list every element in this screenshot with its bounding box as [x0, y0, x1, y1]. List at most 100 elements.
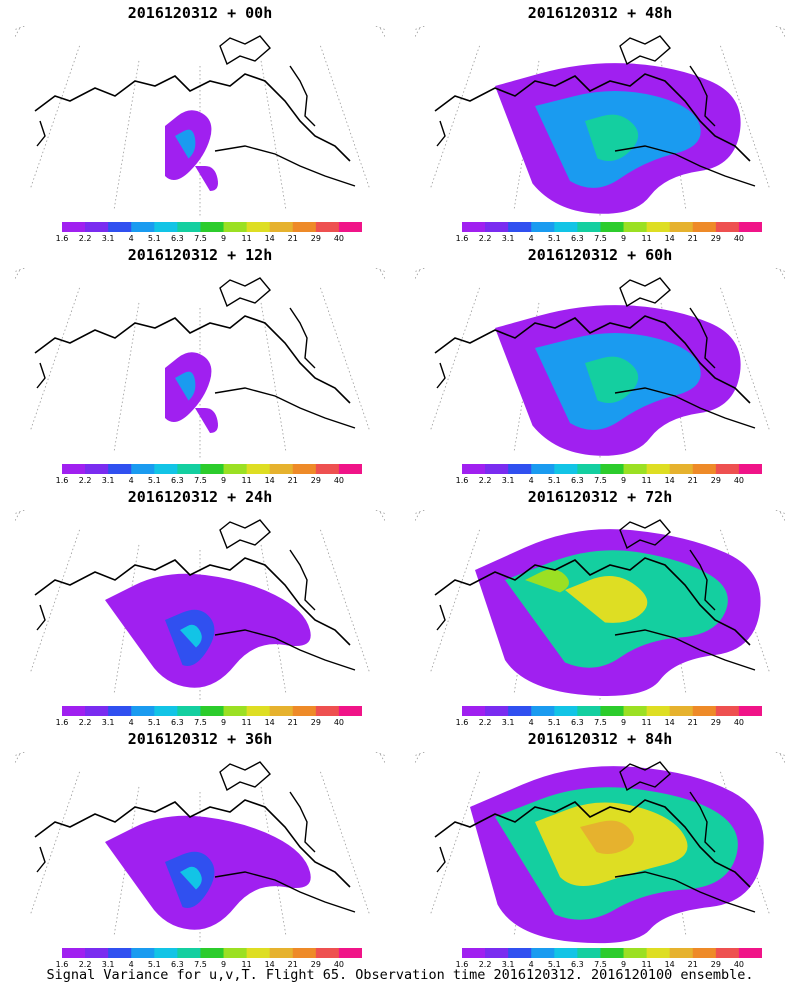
colorbar-swatch — [508, 222, 532, 232]
coastline — [436, 846, 446, 873]
graticule-parallel — [415, 26, 785, 35]
colorbar — [62, 222, 362, 232]
colorbar-ticks: 1.6 2.2 3.1 4 5.1 6.3 7.5 9 11 14 21 29 40 — [456, 718, 762, 728]
colorbar-swatch — [108, 948, 132, 958]
coastline — [214, 387, 356, 429]
colorbar-tick-label: 6.3 — [171, 234, 184, 243]
colorbar-ticks: 1.6 2.2 3.1 4 5.1 6.3 7.5 9 11 14 21 29 40 — [56, 960, 362, 970]
colorbar-swatch — [623, 464, 648, 474]
colorbar-swatch — [223, 948, 248, 958]
colorbar-tick-label: 29 — [310, 234, 321, 243]
colorbar-swatch — [669, 222, 694, 232]
coastline-islands — [219, 35, 271, 66]
graticule-meridian — [260, 60, 287, 209]
colorbar-swatch — [108, 464, 132, 474]
colorbar-tick-label: 14 — [664, 718, 675, 727]
colorbar — [462, 706, 762, 716]
colorbar-tick-label: 11 — [641, 718, 652, 727]
colorbar-tick-label: 6.3 — [171, 960, 184, 969]
coastline — [289, 549, 316, 611]
colorbar-tick-label: 1.6 — [455, 234, 469, 243]
colorbar-swatch — [646, 464, 671, 474]
colorbar-tick-label: 2.2 — [478, 960, 492, 969]
colorbar-tick-label: 40 — [733, 718, 745, 727]
coastline-islands — [619, 761, 671, 792]
graticule-parallel — [15, 752, 385, 784]
graticule-meridian — [415, 26, 422, 38]
graticule-meridian — [415, 268, 422, 280]
colorbar-tick-label: 5.1 — [147, 476, 161, 485]
colorbar-swatch — [715, 222, 740, 232]
colorbar-tick-label: 1.6 — [455, 476, 469, 485]
colorbar-tick-label: 2.2 — [78, 960, 92, 969]
coastline — [689, 791, 716, 853]
colorbar-tick-label: 29 — [710, 960, 721, 969]
coastline-islands — [219, 761, 271, 792]
coastline — [434, 73, 751, 162]
graticule-meridian — [30, 45, 80, 188]
colorbar-tick-label: 7.5 — [194, 234, 207, 243]
map-plot — [15, 268, 385, 458]
map-plot — [15, 26, 385, 216]
graticule-parallel — [15, 26, 385, 35]
colorbar-swatch — [177, 948, 201, 958]
colorbar-tick-label: 2.2 — [478, 718, 492, 727]
colorbar-tick-label: 40 — [333, 476, 345, 485]
colorbar-tick-label: 3.1 — [501, 960, 515, 969]
colorbar-tick-label: 3.1 — [501, 476, 515, 485]
coastline — [36, 362, 46, 389]
graticule-meridian — [378, 26, 385, 38]
graticule-parallel — [15, 752, 385, 808]
colorbar-swatch — [292, 706, 317, 716]
colorbar-swatch — [246, 222, 271, 232]
coastline-islands — [219, 277, 271, 308]
colorbar-ticks: 1.6 2.2 3.1 4 5.1 6.3 7.5 9 11 14 21 29 40 — [456, 960, 762, 970]
colorbar-tick-label: 7.5 — [194, 476, 207, 485]
colorbar-tick-label: 2.2 — [78, 718, 92, 727]
colorbar-swatch — [577, 948, 601, 958]
colorbar-swatch — [485, 222, 509, 232]
colorbar-tick-label: 3.1 — [501, 718, 515, 727]
colorbar-tick-label: 14 — [264, 234, 275, 243]
colorbar-swatch — [62, 706, 86, 716]
colorbar-tick-label: 7.5 — [594, 960, 607, 969]
graticule-meridian — [378, 268, 385, 280]
colorbar-swatch — [738, 222, 762, 232]
colorbar-swatch — [485, 948, 509, 958]
colorbar-tick-label: 9 — [620, 234, 627, 243]
colorbar-tick-label: 1.6 — [455, 718, 469, 727]
variance-contour — [565, 576, 648, 623]
colorbar-swatch — [623, 948, 648, 958]
colorbar-swatch — [177, 222, 201, 232]
colorbar-swatch — [269, 948, 294, 958]
colorbar-ticks: 1.6 2.2 3.1 4 5.1 6.3 7.5 9 11 14 21 29 40 — [56, 718, 362, 728]
colorbar-tick-label: 1.6 — [55, 476, 69, 485]
colorbar-swatch — [269, 222, 294, 232]
colorbar-swatch — [246, 464, 271, 474]
graticule-meridian — [430, 45, 480, 188]
graticule-parallel — [15, 510, 385, 566]
coastline — [436, 120, 446, 147]
colorbar-tick-label: 2.2 — [478, 234, 492, 243]
colorbar-tick-label: 3.1 — [101, 718, 115, 727]
coastline — [614, 871, 756, 913]
colorbar-swatch — [531, 464, 555, 474]
coastline — [434, 799, 751, 888]
graticule-meridian — [113, 786, 140, 935]
graticule-meridian — [15, 26, 22, 38]
panel-36h: 2016120312 + 36h 1.6 2.2 3.1 4 5.1 6.3 7.5 9 11 1… — [0, 726, 400, 971]
panel-60h: 2016120312 + 60h 1.6 2.2 3.1 4 5.1 6.3 7.5 9 11 1… — [400, 242, 800, 487]
colorbar-tick-label: 11 — [241, 234, 252, 243]
colorbar-tick-label: 11 — [641, 476, 652, 485]
map-plot — [15, 752, 385, 942]
coastline — [36, 846, 46, 873]
colorbar-tick-label: 3.1 — [501, 234, 515, 243]
colorbar-tick-label: 7.5 — [194, 718, 207, 727]
colorbar-swatch — [154, 464, 178, 474]
colorbar-tick-label: 7.5 — [594, 234, 607, 243]
panel-24h: 2016120312 + 24h 1.6 2.2 3.1 4 5.1 6.3 7.5 9 11 1… — [0, 484, 400, 729]
colorbar-tick-label: 4 — [528, 718, 534, 727]
colorbar-tick-label: 6.3 — [571, 234, 584, 243]
map-plot — [15, 510, 385, 700]
panel-title: 2016120312 + 12h — [127, 246, 273, 264]
